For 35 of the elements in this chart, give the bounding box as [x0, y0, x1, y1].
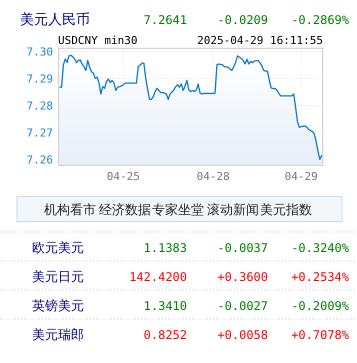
y-tick-label: 7.28 — [26, 100, 53, 113]
text: -0.2869% — [291, 13, 350, 27]
text: 机构看市 — [44, 203, 96, 218]
y-tick-label: 7.26 — [26, 154, 53, 167]
text: 1.3410 — [144, 299, 187, 313]
text: 英镑美元 — [32, 298, 84, 314]
text: +0.7078% — [291, 328, 350, 342]
text: +0.0058 — [217, 328, 268, 342]
text: -0.0027 — [217, 299, 268, 313]
text: 滚动新闻 — [207, 203, 259, 218]
chart-title: 美元人民币 — [20, 12, 90, 28]
text: +0.2534% — [291, 270, 350, 284]
y-tick-label: 7.29 — [26, 72, 53, 86]
text: 1.1383 — [144, 241, 187, 255]
x-tick-label: 04-29 — [284, 170, 318, 183]
text: 0.8252 — [144, 328, 187, 342]
text: -0.3240% — [291, 241, 350, 255]
text: 2025-04-29 16:11:55 — [197, 34, 323, 47]
y-tick-label: 7.30 — [26, 46, 53, 59]
text: 美元瑞郎 — [32, 327, 84, 343]
text: 7.2641 — [144, 13, 187, 27]
text: 经济数据 — [99, 203, 151, 218]
text: -0.2009% — [291, 299, 350, 313]
text: 美元指数 — [260, 202, 312, 218]
x-tick-label: 04-25 — [106, 170, 140, 183]
chart-subtitle: USDCNY min30 — [58, 34, 138, 47]
y-tick-label: 7.27 — [26, 126, 53, 140]
x-tick-label: 04-28 — [196, 170, 230, 183]
text: 专家坐堂 — [152, 202, 204, 218]
text: 142.4200 — [129, 270, 187, 284]
text: 美元日元 — [32, 269, 84, 285]
text: -0.0037 — [217, 241, 268, 255]
text: +0.3600 — [217, 270, 268, 284]
text: -0.0209 — [217, 13, 268, 27]
text: 欧元美元 — [32, 240, 84, 256]
